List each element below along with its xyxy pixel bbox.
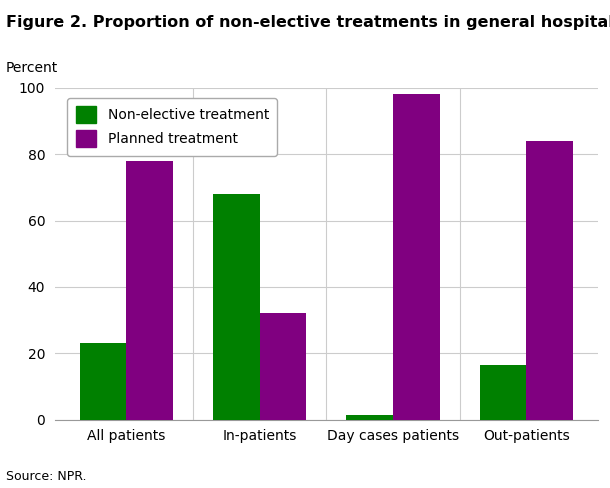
Text: Percent: Percent: [6, 61, 59, 75]
Bar: [126, 161, 173, 420]
Bar: [526, 141, 573, 420]
Bar: [260, 313, 306, 420]
Bar: [213, 194, 260, 420]
Bar: [479, 365, 526, 420]
Text: Source: NPR.: Source: NPR.: [6, 470, 87, 483]
Legend: Non-elective treatment, Planned treatment: Non-elective treatment, Planned treatmen…: [67, 98, 278, 156]
Bar: [79, 344, 126, 420]
Text: Figure 2. Proportion of non-elective treatments in general hospitals, 2013: Figure 2. Proportion of non-elective tre…: [6, 15, 610, 30]
Bar: [393, 95, 440, 420]
Bar: [346, 415, 393, 420]
